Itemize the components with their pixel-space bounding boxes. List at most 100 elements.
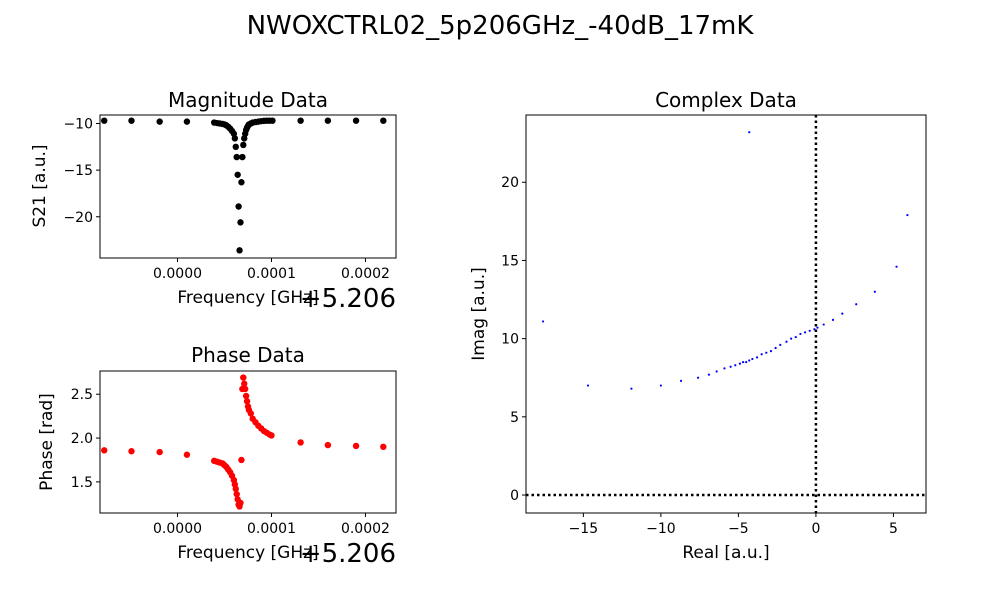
mag-data-point (232, 143, 239, 151)
cpx-data-point (734, 364, 737, 367)
pha-data-point (352, 442, 360, 450)
mag-xtick-label: 0.0001 (247, 266, 296, 282)
magnitude-points (101, 117, 387, 254)
cpx-data-point (779, 343, 782, 346)
cpx-data-point (895, 265, 898, 268)
phase-x-offset: +5.206 (300, 539, 396, 569)
complex-reference-lines (526, 115, 926, 513)
cpx-xtick-label: −10 (646, 521, 676, 537)
pha-ytick-label: 2.0 (71, 431, 93, 447)
mag-data-point (236, 247, 243, 254)
mag-data-point (233, 153, 240, 161)
mag-data-point (352, 117, 360, 124)
phase-title: Phase Data (191, 343, 305, 367)
pha-data-point (242, 392, 250, 400)
cpx-data-point (803, 331, 807, 334)
cpx-data-point (659, 384, 662, 387)
cpx-data-point (630, 387, 633, 390)
pha-data-point (156, 448, 163, 456)
cpx-data-point (769, 350, 773, 353)
cpx-data-point (748, 131, 751, 134)
cpx-ytick-label: 0 (510, 488, 519, 504)
cpx-data-point (831, 318, 835, 321)
pha-data-point (243, 398, 251, 405)
cpx-ytick-label: 15 (501, 253, 519, 269)
cpx-data-point (816, 326, 819, 329)
pha-xtick-label: 0.0001 (247, 521, 296, 537)
pha-xtick-label: 0.0000 (153, 521, 202, 537)
phase-panel: Phase Data 0.0000 0.0001 0.0002 1.5 2.0 2.5 F… (37, 343, 397, 569)
cpx-data-point (755, 356, 759, 359)
magnitude-x-offset: +5.206 (300, 284, 396, 314)
mag-data-point (238, 179, 245, 186)
pha-data-point (183, 451, 191, 458)
mag-data-point (240, 141, 247, 149)
complex-ticks: −15 −10 −5 0 5 0 5 10 15 20 (501, 175, 898, 537)
pha-xtick-label: 0.0002 (341, 521, 390, 537)
pha-data-point (237, 499, 244, 507)
complex-title: Complex Data (655, 88, 797, 112)
mag-xtick-label: 0.0000 (153, 266, 202, 282)
magnitude-ticks: 0.0000 0.0001 0.0002 −10 −15 −20 (63, 116, 390, 282)
pha-data-point (247, 410, 255, 417)
mag-data-point (380, 117, 387, 124)
cpx-data-point (729, 365, 732, 368)
mag-data-point (234, 171, 241, 178)
mag-data-point (183, 118, 191, 125)
magnitude-xlabel: Frequency [GHz] (177, 288, 318, 308)
pha-data-point (241, 380, 248, 387)
mag-ytick-label: −10 (63, 116, 93, 132)
cpx-data-point (799, 332, 802, 336)
pha-data-point (268, 432, 275, 439)
cpx-data-point (822, 323, 825, 326)
mag-data-point (231, 135, 239, 142)
phase-xlabel: Frequency [GHz] (177, 543, 318, 563)
cpx-xtick-label: −5 (728, 521, 749, 537)
cpx-ytick-label: 10 (501, 332, 519, 348)
cpx-data-point (841, 312, 844, 315)
pha-ytick-label: 1.5 (71, 475, 93, 491)
cpx-data-point (707, 373, 711, 376)
cpx-data-point (751, 357, 754, 361)
cpx-data-point (906, 213, 909, 217)
pha-data-point (380, 443, 387, 451)
cpx-data-point (765, 351, 768, 354)
cpx-xtick-label: 5 (889, 521, 898, 537)
mag-xtick-label: 0.0002 (341, 266, 390, 282)
cpx-data-point (741, 360, 745, 364)
pha-data-point (297, 439, 304, 446)
cpx-data-point (873, 290, 876, 293)
cpx-data-point (808, 329, 811, 332)
cpx-data-point (715, 370, 718, 373)
cpx-data-point (813, 328, 816, 331)
mag-data-point (101, 117, 108, 124)
pha-data-point (241, 385, 249, 393)
cpx-xtick-label: 0 (811, 521, 820, 537)
cpx-data-point (760, 353, 763, 356)
magnitude-ylabel: S21 [a.u.] (30, 144, 50, 227)
cpx-ytick-label: 5 (510, 410, 519, 426)
cpx-data-point (855, 303, 858, 306)
complex-panel: Complex Data −15 −10 −5 0 5 0 5 10 15 20 Real [a.… (469, 88, 927, 563)
cpx-data-point (586, 384, 590, 387)
mag-data-point (239, 153, 246, 161)
pha-data-point (240, 374, 247, 381)
cpx-xtick-label: −15 (569, 521, 599, 537)
phase-ylabel: Phase [rad] (37, 393, 57, 491)
magnitude-panel: Magnitude Data 0.0000 0.0001 0.0002 −10 −15 −… (30, 88, 397, 314)
cpx-data-point (541, 320, 545, 323)
pha-data-point (101, 447, 108, 454)
complex-xlabel: Real [a.u.] (682, 543, 769, 563)
cpx-data-point (790, 337, 793, 340)
mag-ytick-label: −15 (63, 163, 93, 179)
mag-data-point (235, 203, 242, 210)
cpx-ytick-label: 20 (501, 175, 519, 191)
pha-data-point (128, 448, 135, 455)
pha-data-point (324, 441, 332, 449)
complex-axes-frame (525, 114, 927, 514)
mag-data-point (156, 118, 163, 125)
pha-ytick-label: 2.5 (71, 387, 93, 403)
mag-data-point (324, 117, 332, 124)
phase-ticks: 0.0000 0.0001 0.0002 1.5 2.0 2.5 (71, 387, 390, 537)
